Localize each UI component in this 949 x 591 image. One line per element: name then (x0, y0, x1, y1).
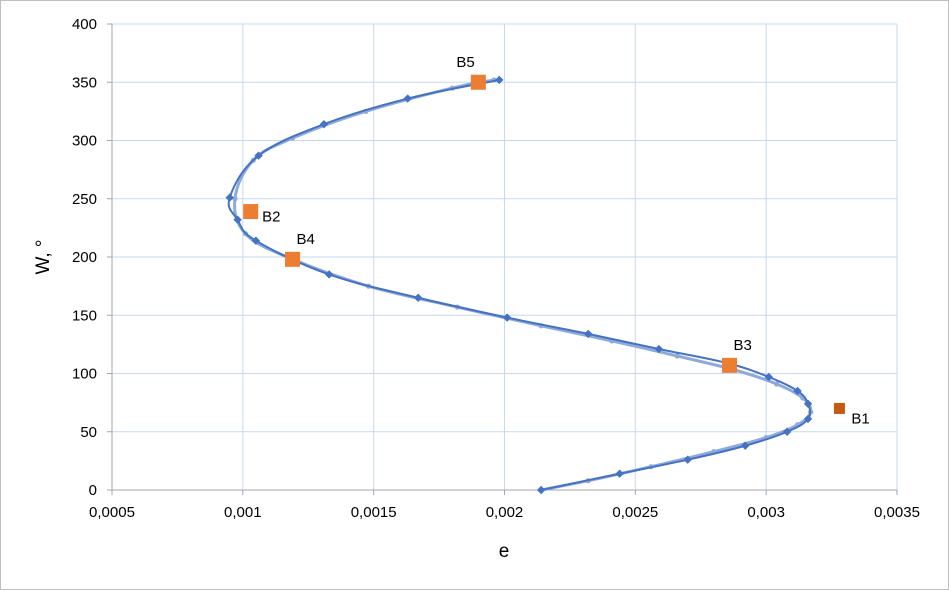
x-tick-label: 0,0015 (351, 504, 397, 521)
series-dark-marker (502, 313, 512, 322)
x-tick-label: 0,002 (486, 504, 524, 521)
y-tick-label: 100 (72, 366, 97, 383)
y-tick-label: 50 (80, 424, 97, 441)
series-dark-marker (233, 215, 242, 224)
y-tick-label: 200 (72, 249, 97, 266)
series-dark-marker (324, 270, 334, 279)
series-dark-marker (803, 399, 813, 408)
series-dark-marker (495, 75, 504, 85)
y-axis-title: W, ° (33, 239, 54, 274)
series-light-marker (774, 381, 780, 387)
series-dark-marker (803, 414, 813, 424)
point-label-b1: B1 (851, 410, 869, 427)
series-light-marker (674, 353, 680, 359)
x-tick-label: 0,003 (747, 504, 785, 521)
y-tick-label: 400 (72, 16, 97, 33)
point-label-b3: B3 (734, 337, 752, 354)
point-marker-b1 (833, 402, 845, 414)
x-tick-label: 0,001 (224, 504, 262, 521)
series-dark-marker (793, 386, 802, 396)
series-dark-marker (254, 151, 263, 160)
series-dark-marker (413, 293, 423, 302)
series-dark-marker (536, 485, 546, 495)
y-tick-label: 0 (89, 482, 97, 499)
labeled-points-layer: B1 B2 B3 B4 B5 (243, 54, 870, 427)
y-tick-label: 350 (72, 74, 97, 91)
point-marker-b4 (285, 251, 301, 267)
series-dark-marker (403, 94, 412, 103)
y-tick-label: 250 (72, 191, 97, 208)
axis-layer: 0,0005 0,001 0,0015 0,002 0,0025 0,003 0,0035 0… (72, 16, 920, 521)
x-tick-label: 0,0025 (612, 504, 658, 521)
x-tick-label: 0,0005 (89, 504, 135, 521)
series-dark-marker (683, 455, 692, 464)
series-dark-line (227, 78, 812, 491)
point-label-b5: B5 (456, 54, 474, 71)
point-label-b2: B2 (262, 209, 280, 226)
point-marker-b5 (470, 74, 486, 90)
series-dark-marker (319, 119, 329, 129)
series-light-line (233, 78, 813, 492)
y-tick-label: 300 (72, 133, 97, 150)
series-dark-marker (764, 372, 773, 382)
series-dark-marker (615, 469, 624, 478)
y-tick-label: 150 (72, 307, 97, 324)
series-dark-marker (782, 427, 792, 436)
point-marker-b3 (722, 357, 738, 373)
point-marker-b2 (243, 204, 259, 220)
series-dark-marker (741, 441, 750, 450)
series-dark-marker (251, 236, 261, 245)
grid-layer (112, 23, 898, 490)
series-dark-marker (654, 344, 664, 354)
series-dark-marker (584, 329, 593, 339)
x-axis-title: e (499, 541, 510, 562)
point-label-b4: B4 (297, 231, 315, 248)
series-dark-marker (225, 193, 234, 202)
x-tick-label: 0,0035 (874, 504, 920, 521)
